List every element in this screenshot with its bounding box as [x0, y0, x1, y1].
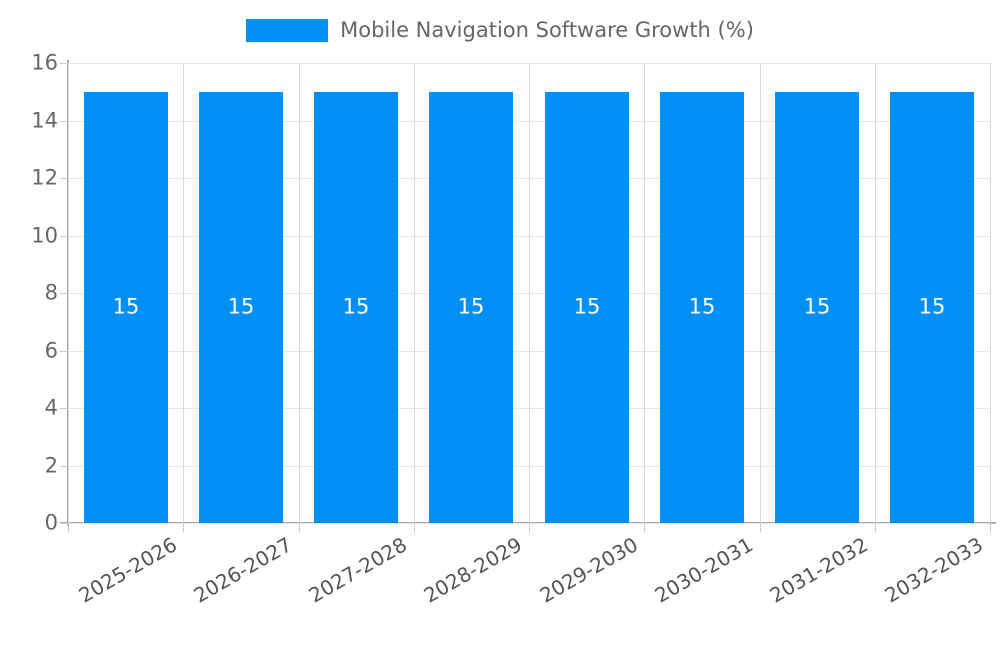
y-axis-tick-label: 8 [44, 280, 58, 305]
x-axis-tick-mark [529, 523, 530, 532]
y-axis-tick-label: 4 [44, 395, 58, 420]
x-axis-tick-mark [875, 523, 876, 532]
y-axis-tick-label: 0 [44, 510, 58, 535]
bar[interactable]: 15 [199, 91, 283, 523]
x-axis-tick-mark [299, 523, 300, 532]
y-axis-tick-labels: 0 2 4 6 8 10 12 14 16 [0, 0, 58, 600]
y-axis-tick-label: 6 [44, 338, 58, 362]
y-axis-tick-mark [60, 408, 68, 409]
x-axis-tick-mark [68, 523, 69, 532]
x-axis-tick-mark [760, 523, 761, 532]
gridline-vertical [990, 63, 991, 523]
y-axis-tick-mark [60, 293, 68, 294]
bar[interactable]: 15 [429, 91, 513, 523]
y-axis-tick-mark [60, 120, 68, 122]
y-axis-tick-mark [60, 235, 68, 237]
bar-value-label: 15 [227, 294, 255, 319]
bar[interactable]: 15 [545, 91, 629, 523]
plot-area: 15 15 15 15 15 15 15 15 [68, 63, 991, 524]
y-axis-tick-label: 2 [44, 453, 58, 477]
y-axis-tick-label: 10 [31, 223, 58, 247]
x-axis-tick-mark [644, 523, 645, 532]
bar-chart: Mobile Navigation Software Growth (%) 15… [0, 0, 1000, 608]
gridline-vertical [875, 63, 876, 523]
bar[interactable]: 15 [84, 91, 168, 523]
x-axis-tick-label: 2025-2026 [74, 532, 181, 608]
bar-value-label: 15 [803, 294, 831, 319]
gridline-vertical [299, 63, 300, 523]
bar-value-label: 15 [457, 294, 485, 319]
bar-value-label: 15 [342, 294, 370, 319]
bar[interactable]: 15 [314, 91, 398, 523]
bar-value-label: 15 [688, 294, 716, 319]
y-axis-tick-mark [60, 350, 68, 352]
legend-label: Mobile Navigation Software Growth (%) [340, 17, 754, 42]
bar-value-label: 15 [573, 294, 601, 319]
legend-color-swatch [246, 18, 329, 42]
bar-value-label: 15 [112, 294, 140, 319]
y-axis-tick-mark [60, 465, 68, 467]
x-axis-tick-mark [183, 523, 184, 532]
y-axis-tick-label: 14 [31, 108, 58, 132]
gridline-vertical [183, 63, 184, 523]
chart-legend: Mobile Navigation Software Growth (%) [0, 10, 1000, 50]
bar[interactable]: 15 [775, 91, 859, 523]
y-axis-tick-label: 12 [31, 165, 58, 190]
x-axis-tick-mark [414, 523, 415, 532]
gridline-vertical [414, 63, 415, 523]
y-axis-tick-mark [60, 523, 68, 524]
y-axis-tick-mark [60, 63, 68, 64]
bar-value-label: 15 [918, 294, 946, 319]
y-axis-tick-label: 16 [31, 50, 58, 75]
bar[interactable]: 15 [890, 91, 974, 523]
gridline-vertical [68, 63, 69, 523]
gridline-vertical [529, 63, 530, 523]
bar[interactable]: 15 [660, 91, 744, 523]
x-axis-tick-mark [990, 523, 991, 532]
x-axis-tick-labels: 2025-2026 2026-2027 2027-2028 2028-2029 2029… [68, 523, 991, 608]
y-axis-tick-mark [60, 178, 68, 179]
gridline-vertical [760, 63, 761, 523]
gridline-vertical [644, 63, 645, 523]
